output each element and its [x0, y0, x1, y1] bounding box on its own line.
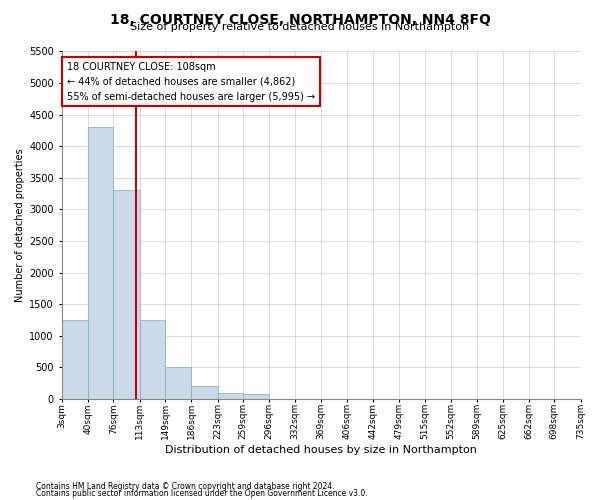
Text: 18, COURTNEY CLOSE, NORTHAMPTON, NN4 8FQ: 18, COURTNEY CLOSE, NORTHAMPTON, NN4 8FQ — [110, 12, 490, 26]
Bar — [243, 394, 269, 399]
Y-axis label: Number of detached properties: Number of detached properties — [15, 148, 25, 302]
Text: Contains public sector information licensed under the Open Government Licence v3: Contains public sector information licen… — [36, 488, 368, 498]
Text: Contains HM Land Registry data © Crown copyright and database right 2024.: Contains HM Land Registry data © Crown c… — [36, 482, 335, 491]
X-axis label: Distribution of detached houses by size in Northampton: Distribution of detached houses by size … — [165, 445, 477, 455]
Text: 18 COURTNEY CLOSE: 108sqm
← 44% of detached houses are smaller (4,862)
55% of se: 18 COURTNEY CLOSE: 108sqm ← 44% of detac… — [67, 62, 315, 102]
Bar — [218, 392, 243, 399]
Bar — [88, 128, 113, 399]
Bar — [113, 190, 140, 399]
Text: Size of property relative to detached houses in Northampton: Size of property relative to detached ho… — [130, 22, 470, 32]
Bar — [165, 368, 191, 399]
Bar — [62, 320, 88, 399]
Bar — [191, 386, 218, 399]
Bar — [140, 320, 165, 399]
